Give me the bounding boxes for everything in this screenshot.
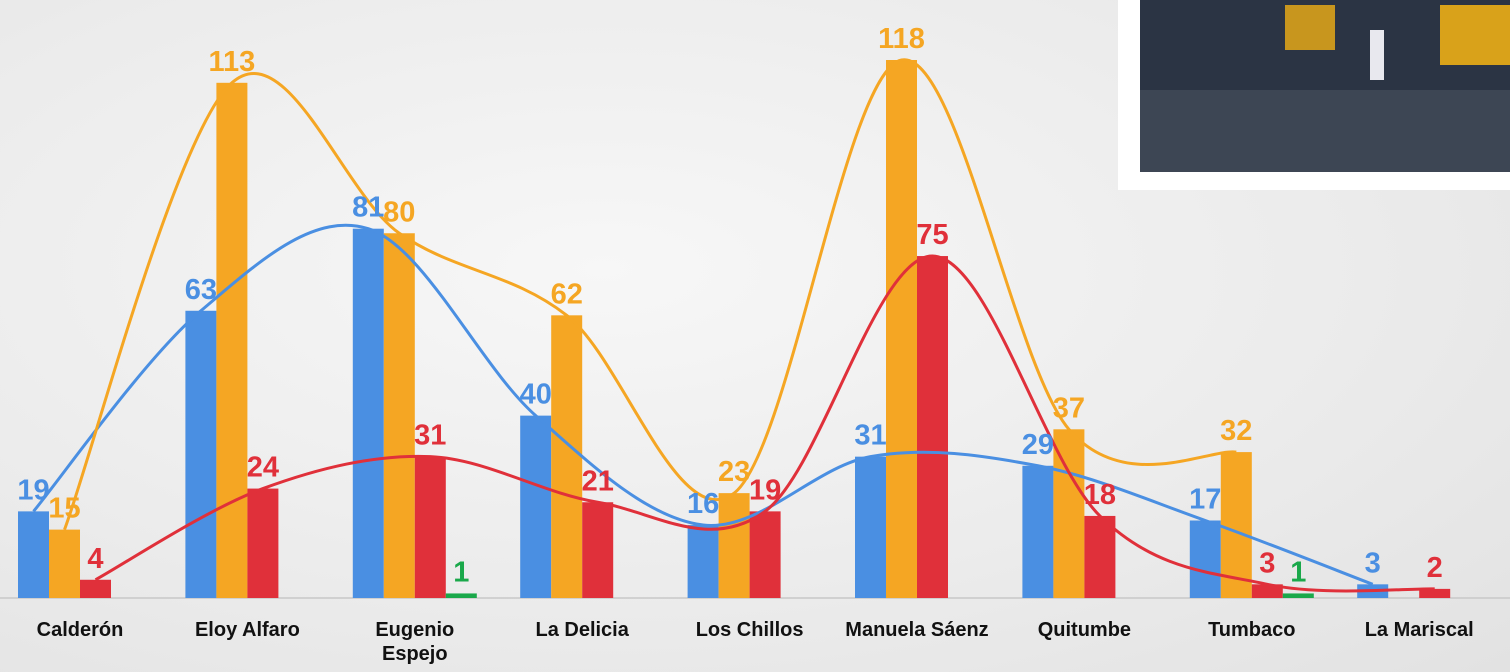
x-tick-label: Eloy Alfaro: [172, 618, 322, 642]
value-label: 81: [352, 192, 384, 224]
value-label: 37: [1053, 392, 1085, 424]
x-tick-label: Los Chillos: [675, 618, 825, 642]
x-tick-label: Calderón: [5, 618, 155, 642]
value-label: 3: [1259, 547, 1275, 579]
value-label: 75: [916, 219, 948, 251]
bar: [446, 593, 477, 598]
bar: [520, 416, 551, 598]
value-label: 18: [1084, 479, 1116, 511]
value-label: 24: [247, 452, 279, 484]
value-label: 19: [17, 474, 49, 506]
bar: [353, 229, 384, 598]
bar: [384, 233, 415, 598]
bar: [1022, 466, 1053, 598]
photo: [1118, 0, 1510, 190]
bar: [582, 502, 613, 598]
value-label: 63: [185, 274, 217, 306]
value-label: 21: [582, 465, 614, 497]
x-tick-label: La Delicia: [507, 618, 657, 642]
bar: [80, 580, 111, 598]
value-label: 31: [854, 420, 886, 452]
bar: [1283, 593, 1314, 598]
chart: 1963814016312917315113806223118373242431…: [0, 0, 1510, 672]
bar: [688, 525, 719, 598]
value-label: 2: [1427, 552, 1443, 584]
photo-road: [1140, 90, 1510, 172]
value-label: 31: [414, 420, 446, 452]
value-label: 80: [383, 196, 415, 228]
value-label: 19: [749, 474, 781, 506]
x-tick-label: Eugenio Espejo: [340, 618, 490, 666]
bar: [886, 60, 917, 598]
bar: [247, 489, 278, 598]
x-tick-label: Tumbaco: [1177, 618, 1327, 642]
value-label: 16: [687, 488, 719, 520]
bar: [49, 530, 80, 598]
bar: [415, 457, 446, 598]
x-tick-label: Quitumbe: [1009, 618, 1159, 642]
value-label: 32: [1220, 415, 1252, 447]
value-label: 17: [1189, 483, 1221, 515]
value-label: 1: [1290, 556, 1306, 588]
bar: [185, 311, 216, 598]
value-label: 3: [1365, 547, 1381, 579]
bar: [750, 511, 781, 598]
bar: [216, 83, 247, 598]
photo-truck: [1285, 5, 1335, 50]
value-label: 29: [1022, 429, 1054, 461]
photo-truck: [1440, 5, 1510, 65]
photo-person: [1370, 30, 1384, 80]
value-label: 23: [718, 456, 750, 488]
bar: [855, 457, 886, 598]
value-label: 62: [551, 278, 583, 310]
x-tick-label: La Mariscal: [1344, 618, 1494, 642]
page: {"chart_data": {"type": "bar", "categori…: [0, 0, 1510, 672]
value-label: 15: [48, 493, 80, 525]
bar: [1190, 520, 1221, 598]
value-label: 113: [209, 46, 256, 78]
bar: [551, 315, 582, 598]
bar: [917, 256, 948, 598]
bar: [1084, 516, 1115, 598]
value-label: 1: [453, 556, 469, 588]
x-tick-label: Manuela Sáenz: [842, 618, 992, 642]
bar: [719, 493, 750, 598]
bar: [18, 511, 49, 598]
value-label: 40: [520, 379, 552, 411]
value-label: 4: [87, 543, 103, 575]
value-label: 118: [878, 23, 925, 55]
